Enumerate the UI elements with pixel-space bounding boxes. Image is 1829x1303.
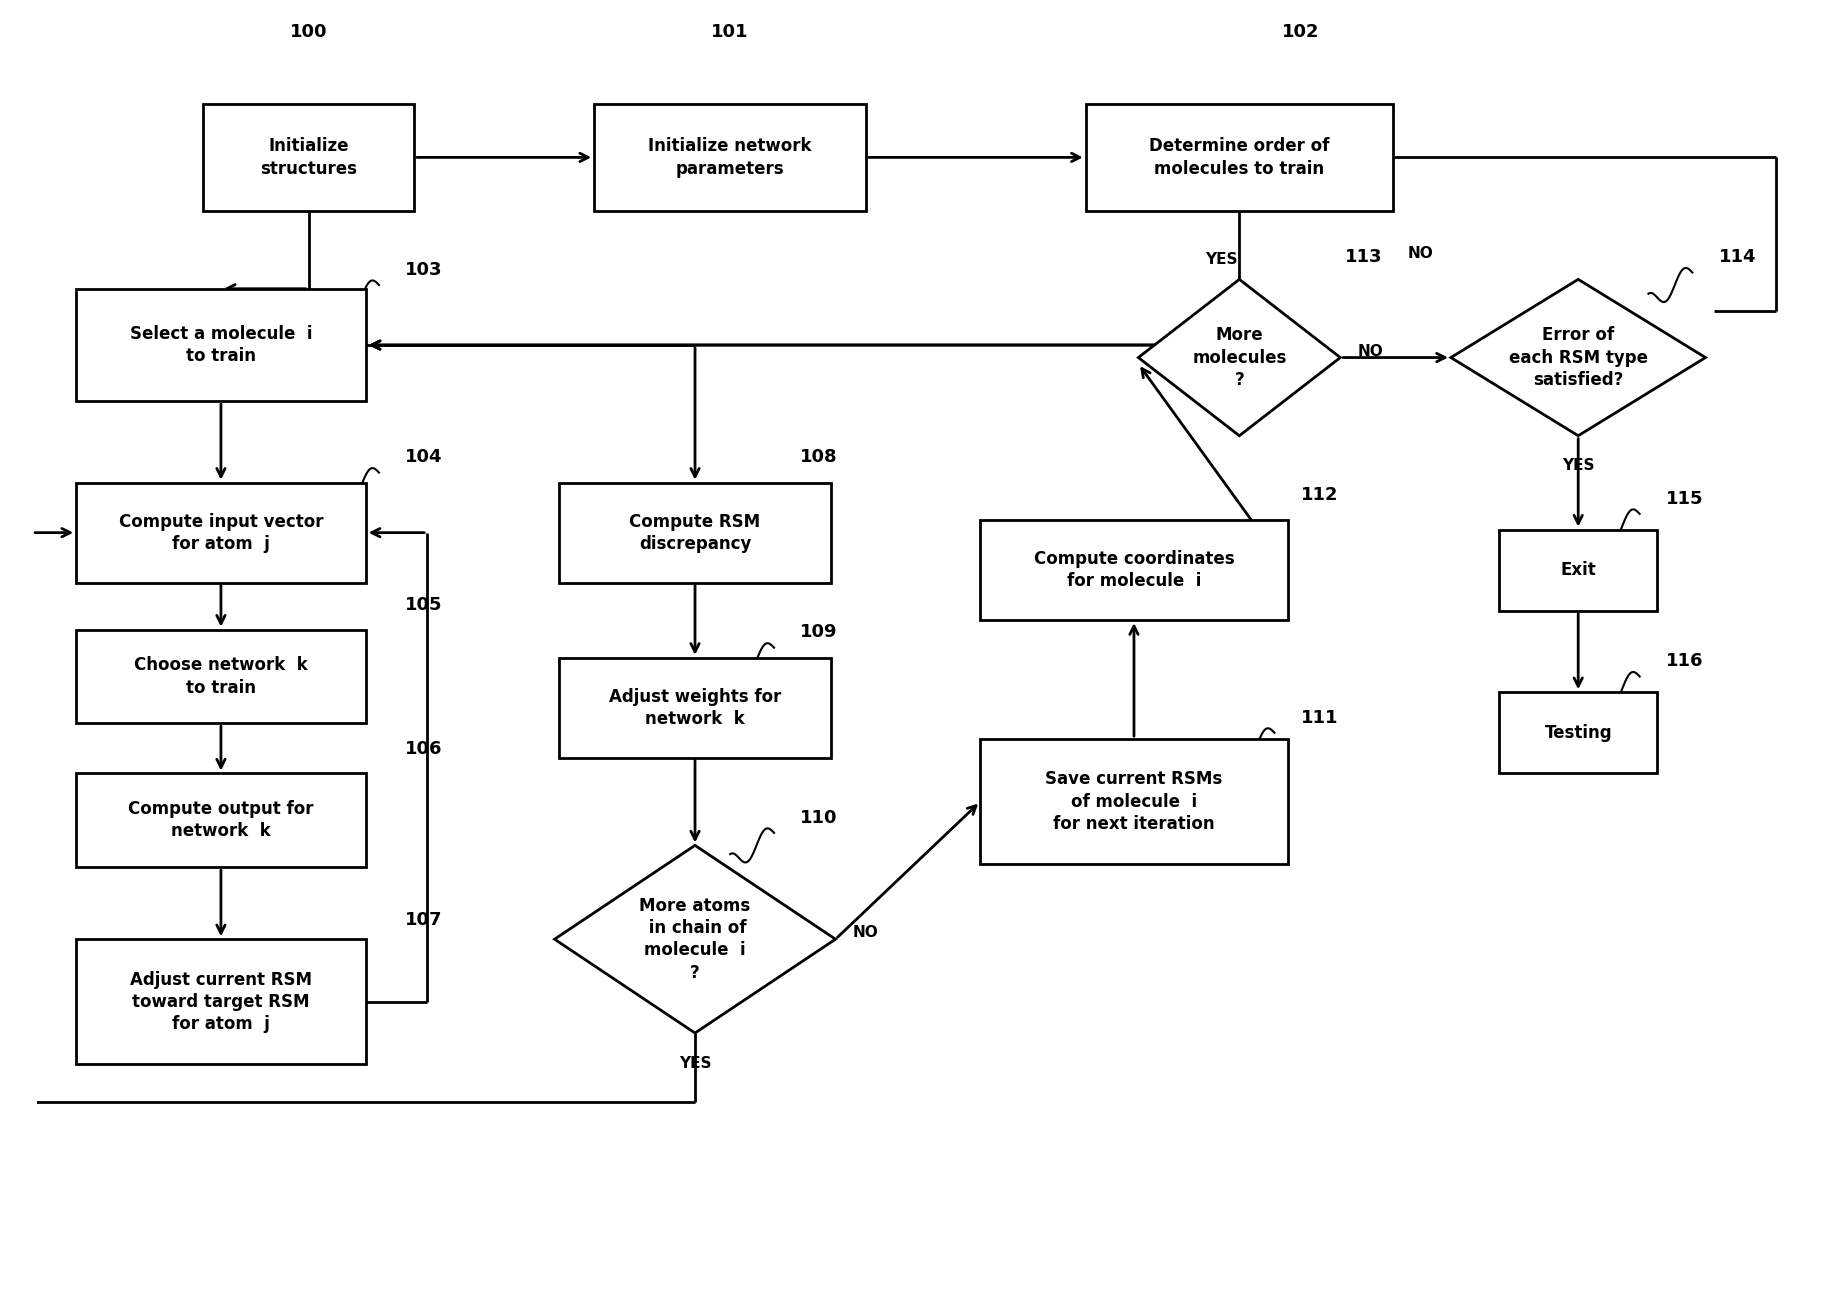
Text: 109: 109 bbox=[801, 624, 838, 641]
Text: 102: 102 bbox=[1282, 23, 1319, 42]
Text: Initialize
structures: Initialize structures bbox=[260, 137, 357, 177]
FancyBboxPatch shape bbox=[980, 739, 1288, 864]
FancyBboxPatch shape bbox=[77, 629, 366, 723]
Text: Select a molecule  i
to train: Select a molecule i to train bbox=[130, 324, 313, 365]
FancyBboxPatch shape bbox=[594, 104, 867, 211]
Text: Compute input vector
for atom  j: Compute input vector for atom j bbox=[119, 512, 324, 552]
Text: 103: 103 bbox=[406, 261, 443, 279]
Text: YES: YES bbox=[1562, 459, 1595, 473]
FancyBboxPatch shape bbox=[1500, 692, 1657, 774]
Text: 100: 100 bbox=[291, 23, 327, 42]
Text: 108: 108 bbox=[801, 448, 838, 466]
Text: 101: 101 bbox=[711, 23, 748, 42]
Text: 111: 111 bbox=[1300, 709, 1339, 727]
Text: Compute coordinates
for molecule  i: Compute coordinates for molecule i bbox=[1033, 550, 1235, 590]
FancyBboxPatch shape bbox=[77, 774, 366, 868]
Text: Choose network  k
to train: Choose network k to train bbox=[134, 657, 307, 697]
FancyBboxPatch shape bbox=[77, 482, 366, 582]
Text: Determine order of
molecules to train: Determine order of molecules to train bbox=[1149, 137, 1330, 177]
FancyBboxPatch shape bbox=[77, 939, 366, 1065]
Text: Adjust current RSM
toward target RSM
for atom  j: Adjust current RSM toward target RSM for… bbox=[130, 971, 313, 1033]
FancyBboxPatch shape bbox=[560, 658, 830, 758]
Text: 107: 107 bbox=[406, 911, 443, 929]
Text: 116: 116 bbox=[1666, 653, 1703, 670]
FancyBboxPatch shape bbox=[560, 482, 830, 582]
FancyBboxPatch shape bbox=[1086, 104, 1394, 211]
Text: Compute RSM
discrepancy: Compute RSM discrepancy bbox=[629, 512, 761, 552]
Text: 114: 114 bbox=[1719, 249, 1756, 266]
FancyBboxPatch shape bbox=[77, 289, 366, 401]
Text: Error of
each RSM type
satisfied?: Error of each RSM type satisfied? bbox=[1509, 326, 1648, 388]
Text: Compute output for
network  k: Compute output for network k bbox=[128, 800, 315, 840]
Polygon shape bbox=[1450, 279, 1705, 435]
Polygon shape bbox=[554, 846, 836, 1033]
Text: 106: 106 bbox=[406, 740, 443, 758]
FancyBboxPatch shape bbox=[980, 520, 1288, 620]
FancyBboxPatch shape bbox=[203, 104, 413, 211]
Text: NO: NO bbox=[852, 925, 878, 941]
Text: YES: YES bbox=[679, 1055, 711, 1071]
Text: Initialize network
parameters: Initialize network parameters bbox=[649, 137, 812, 177]
Text: More
molecules
?: More molecules ? bbox=[1193, 326, 1286, 388]
Text: YES: YES bbox=[1205, 251, 1238, 267]
Text: More atoms
 in chain of
molecule  i
?: More atoms in chain of molecule i ? bbox=[640, 896, 750, 981]
Text: 113: 113 bbox=[1344, 249, 1383, 266]
Text: 104: 104 bbox=[406, 448, 443, 466]
Text: 115: 115 bbox=[1666, 490, 1703, 508]
Text: Save current RSMs
of molecule  i
for next iteration: Save current RSMs of molecule i for next… bbox=[1046, 770, 1222, 833]
Text: Exit: Exit bbox=[1560, 562, 1597, 580]
Text: 110: 110 bbox=[801, 809, 838, 826]
Text: Testing: Testing bbox=[1544, 723, 1611, 741]
Text: NO: NO bbox=[1408, 245, 1434, 261]
FancyBboxPatch shape bbox=[1500, 529, 1657, 611]
Text: 105: 105 bbox=[406, 595, 443, 614]
Text: NO: NO bbox=[1357, 344, 1383, 358]
Text: 112: 112 bbox=[1300, 486, 1339, 504]
Text: Adjust weights for
network  k: Adjust weights for network k bbox=[609, 688, 781, 728]
Polygon shape bbox=[1138, 279, 1341, 435]
